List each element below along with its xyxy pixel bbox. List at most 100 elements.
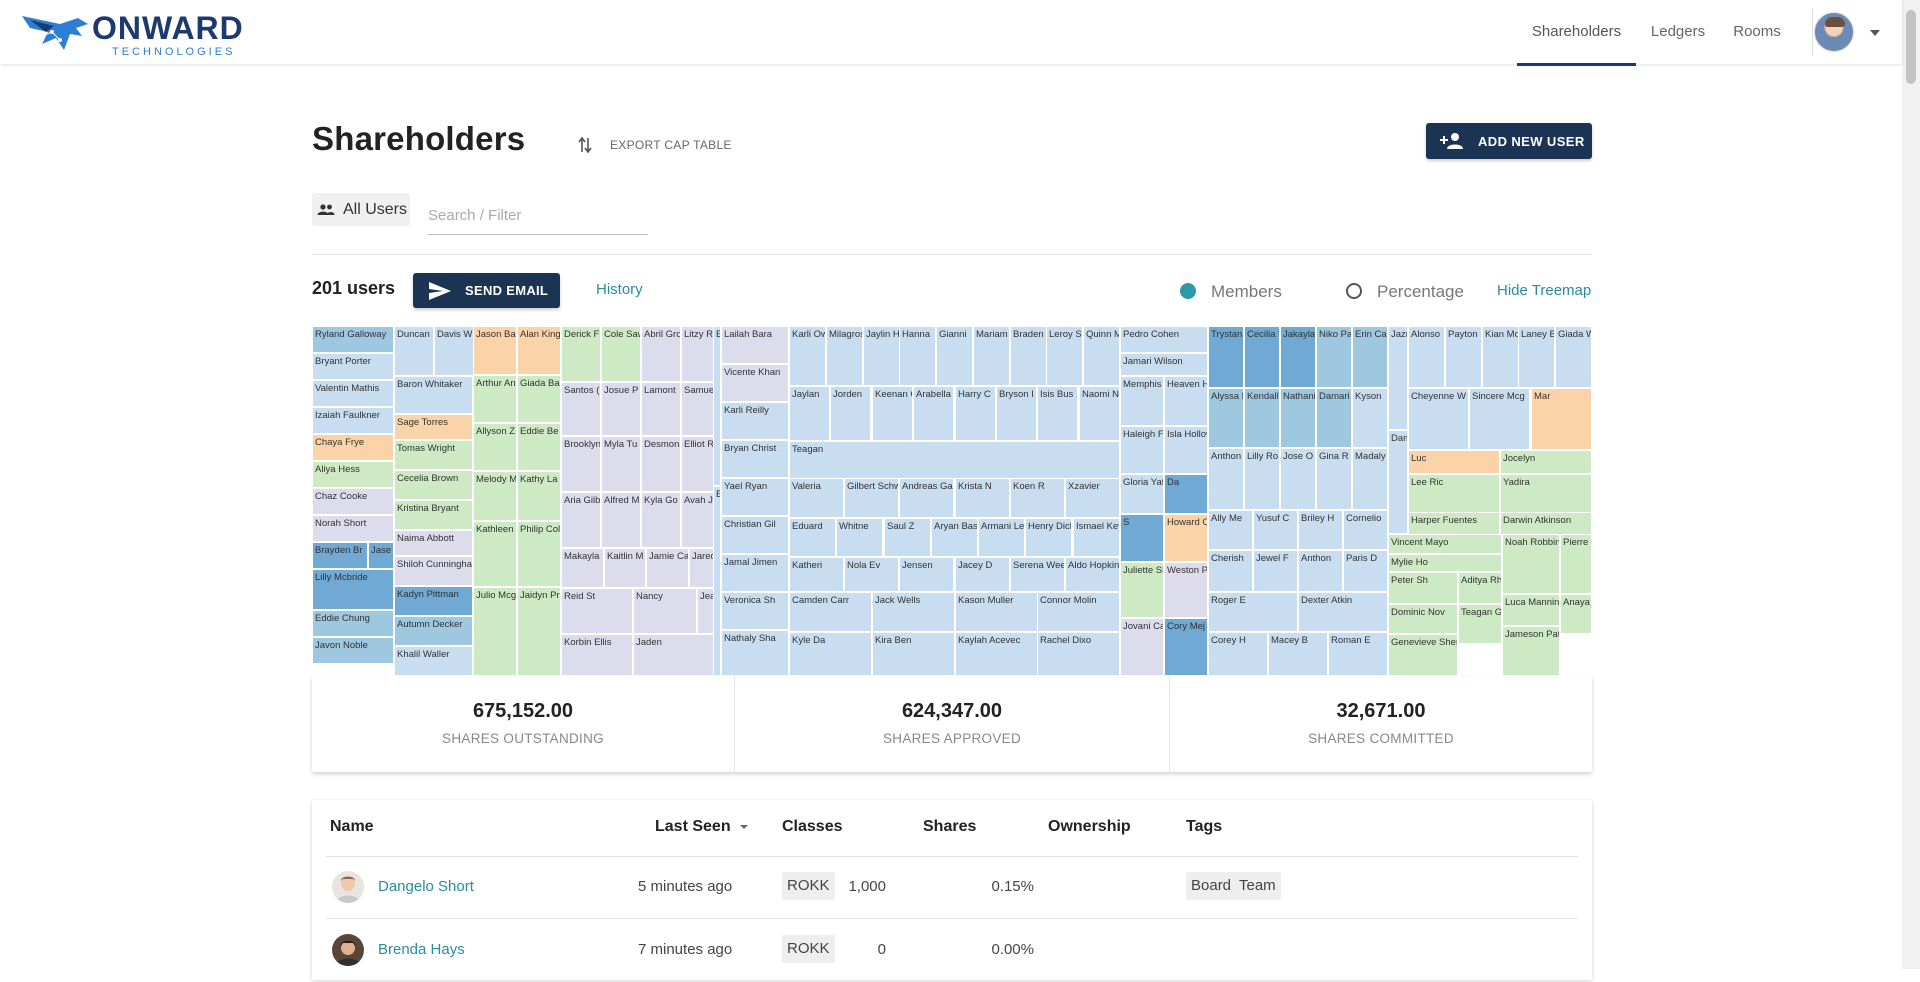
search-filter-input[interactable] bbox=[428, 196, 648, 235]
treemap-cell[interactable]: Eddie Chung bbox=[312, 610, 394, 637]
treemap-cell[interactable]: Noah Robbin bbox=[1502, 534, 1560, 594]
treemap-cell[interactable]: Kathleen bbox=[473, 521, 517, 587]
treemap-cell[interactable]: Pierre Barnett bbox=[1560, 534, 1592, 594]
treemap-cell[interactable]: Bryant Porter bbox=[312, 353, 394, 380]
treemap-cell[interactable]: Roger E bbox=[1208, 592, 1298, 632]
treemap-cell[interactable]: Leroy S bbox=[1046, 326, 1083, 386]
treemap-cell[interactable]: Howard Cobb bbox=[1164, 514, 1208, 562]
treemap-cell[interactable]: Sincere Mcg bbox=[1469, 388, 1530, 450]
treemap-cell[interactable]: Brooklyn bbox=[561, 436, 601, 492]
treemap-cell[interactable]: Gilbert Schw bbox=[844, 478, 899, 518]
add-new-user-button[interactable]: ADD NEW USER bbox=[1426, 123, 1592, 159]
treemap-cell[interactable]: Efrain Byrd bbox=[713, 486, 721, 676]
treemap-cell[interactable]: Javon Noble bbox=[312, 637, 394, 664]
treemap-cell[interactable]: Jamari Wilson bbox=[1120, 353, 1208, 376]
nav-ledgers[interactable]: Ledgers bbox=[1650, 23, 1706, 40]
treemap-cell[interactable]: Yadira bbox=[1500, 474, 1592, 518]
treemap-cell[interactable]: Baron Whitaker bbox=[394, 376, 473, 414]
treemap-cell[interactable]: Cheyenne W bbox=[1408, 388, 1469, 450]
treemap-cell[interactable]: S bbox=[1120, 514, 1164, 562]
treemap-cell[interactable]: Lilly Mcbride bbox=[312, 569, 394, 610]
treemap-cell[interactable]: Melody M bbox=[473, 471, 517, 521]
treemap-cell[interactable]: Genevieve Sherman bbox=[1388, 634, 1458, 676]
treemap-cell[interactable]: Cherish bbox=[1208, 550, 1253, 592]
treemap-cell[interactable]: Milagros Ba bbox=[826, 326, 863, 386]
treemap-cell[interactable]: Henry Dicker bbox=[1025, 518, 1072, 557]
treemap-cell[interactable]: Ally Me bbox=[1208, 510, 1253, 550]
treemap-cell[interactable]: Braden bbox=[1010, 326, 1047, 386]
treemap-cell[interactable]: Naima Abbott bbox=[394, 530, 473, 556]
treemap-cell[interactable]: Christian Gil bbox=[721, 516, 789, 554]
treemap-cell[interactable]: Niko Patr bbox=[1316, 326, 1352, 388]
all-users-filter[interactable]: All Users bbox=[312, 193, 410, 226]
treemap-cell[interactable]: Luca Mannin bbox=[1502, 594, 1560, 626]
treemap-cell[interactable]: Haleigh Foste bbox=[1120, 426, 1164, 474]
treemap-cell[interactable]: Karli Reilly bbox=[721, 402, 789, 440]
treemap-cell[interactable]: Aditya Rhodes bbox=[1458, 572, 1502, 604]
percentage-radio[interactable] bbox=[1346, 283, 1362, 299]
treemap-cell[interactable]: Kaitlin M bbox=[604, 548, 646, 588]
treemap-cell[interactable]: Bryan Christ bbox=[721, 440, 789, 478]
treemap-cell[interactable]: Macey B bbox=[1268, 632, 1328, 676]
treemap-cell[interactable]: Norah Short bbox=[312, 515, 394, 542]
treemap-cell[interactable]: Jaylin H bbox=[863, 326, 900, 386]
treemap-cell[interactable]: Ezekiel Conr bbox=[713, 326, 721, 486]
treemap-cell[interactable]: Eduard bbox=[789, 518, 836, 557]
treemap-cell[interactable]: Teagan Gardne bbox=[1458, 604, 1502, 644]
treemap-cell[interactable]: Kyle Da bbox=[789, 632, 872, 676]
treemap-cell[interactable]: Juliette Shepherd bbox=[1120, 562, 1164, 618]
members-radio-label[interactable]: Members bbox=[1211, 282, 1282, 301]
treemap-cell[interactable]: Jase bbox=[368, 542, 394, 569]
chevron-down-icon[interactable] bbox=[1870, 30, 1880, 36]
treemap-cell[interactable]: Lamont bbox=[641, 382, 681, 436]
treemap-cell[interactable]: Giada Wigg bbox=[1555, 326, 1592, 388]
members-radio[interactable] bbox=[1180, 283, 1196, 299]
treemap-cell[interactable]: Cecelia Brown bbox=[394, 470, 473, 500]
treemap-cell[interactable]: Abril Gro bbox=[641, 326, 681, 382]
treemap-cell[interactable]: Briley H bbox=[1298, 510, 1343, 550]
treemap-cell[interactable]: Santos ( bbox=[561, 382, 601, 436]
treemap-cell[interactable]: Armani Levy bbox=[978, 518, 1025, 557]
treemap-cell[interactable]: Teagan bbox=[789, 441, 1120, 479]
treemap-cell[interactable]: Arabella bbox=[913, 386, 954, 441]
treemap-cell[interactable]: Korbin Ellis bbox=[561, 634, 633, 676]
treemap-cell[interactable]: Erin Calla bbox=[1352, 326, 1388, 388]
treemap-cell[interactable]: Isis Bus bbox=[1037, 386, 1078, 441]
treemap-cell[interactable]: Anaya Bautista bbox=[1560, 594, 1592, 634]
treemap-cell[interactable]: Philip Col bbox=[517, 521, 561, 587]
treemap-cell[interactable]: Cole Saw bbox=[601, 326, 641, 382]
treemap-cell[interactable]: Saul Z bbox=[884, 518, 931, 557]
treemap-cell[interactable]: Cornelio bbox=[1343, 510, 1388, 550]
treemap-cell[interactable]: Tomas Wright bbox=[394, 440, 473, 470]
col-header-ownership[interactable]: Ownership bbox=[1048, 818, 1131, 835]
shareholder-name-link[interactable]: Brenda Hays bbox=[378, 941, 465, 958]
col-header-shares[interactable]: Shares bbox=[923, 818, 977, 835]
treemap-cell[interactable]: Damari C bbox=[1316, 388, 1352, 448]
treemap-cell[interactable]: Gianni bbox=[936, 326, 973, 386]
treemap-cell[interactable]: Ismael Key bbox=[1073, 518, 1120, 557]
treemap-cell[interactable]: Jensen bbox=[899, 557, 954, 592]
scrollbar-thumb[interactable] bbox=[1906, 10, 1916, 84]
treemap-cell[interactable]: Mariam bbox=[973, 326, 1010, 386]
treemap-cell[interactable]: Weston P bbox=[1164, 562, 1208, 618]
col-header-tags[interactable]: Tags bbox=[1186, 818, 1223, 835]
col-header-classes[interactable]: Classes bbox=[782, 818, 843, 835]
treemap-cell[interactable]: Pedro Cohen bbox=[1120, 326, 1208, 353]
treemap-cell[interactable]: Da bbox=[1164, 474, 1208, 514]
percentage-radio-label[interactable]: Percentage bbox=[1377, 282, 1464, 301]
treemap-cell[interactable]: Reid St bbox=[561, 588, 633, 634]
treemap-cell[interactable]: Vicente Khan bbox=[721, 364, 789, 402]
treemap-cell[interactable]: Yael Ryan bbox=[721, 478, 789, 516]
treemap-cell[interactable]: Jazmyn Mo bbox=[1388, 326, 1408, 430]
treemap-cell[interactable]: Anthon bbox=[1298, 550, 1343, 592]
treemap-cell[interactable]: Kadyn Pittman bbox=[394, 586, 473, 616]
treemap-cell[interactable]: Krista N bbox=[955, 478, 1010, 518]
treemap-cell[interactable]: Nathaniel bbox=[1280, 388, 1316, 448]
onward-logo[interactable]: ONWARD TECHNOLOGIES bbox=[20, 10, 243, 58]
treemap-cell[interactable]: Yusuf C bbox=[1253, 510, 1298, 550]
treemap-cell[interactable]: Jamal Jimen bbox=[721, 554, 789, 592]
treemap-cell[interactable]: Valeria bbox=[789, 478, 844, 518]
treemap-cell[interactable]: Kian Morale bbox=[1482, 326, 1519, 388]
treemap-cell[interactable]: Shiloh Cunningham bbox=[394, 556, 473, 586]
treemap-cell[interactable]: Rachel Dixo bbox=[1037, 632, 1120, 676]
